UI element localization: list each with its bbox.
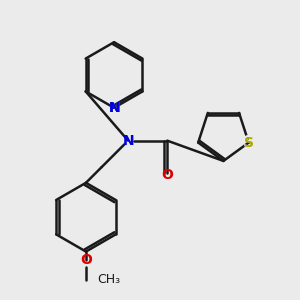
Text: N: N <box>108 101 120 115</box>
Text: N: N <box>108 101 120 115</box>
Text: S: S <box>244 136 254 150</box>
Text: S: S <box>243 135 254 150</box>
Text: O: O <box>80 253 92 267</box>
Text: N: N <box>108 101 120 115</box>
Text: CH₃: CH₃ <box>97 273 120 286</box>
Text: N: N <box>122 134 134 148</box>
Text: O: O <box>161 168 173 182</box>
